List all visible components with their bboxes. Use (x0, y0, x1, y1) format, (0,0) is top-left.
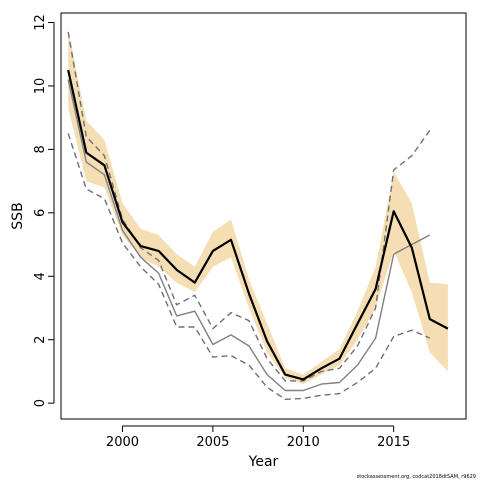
axes-layer: 2000 2005 2010 2015 0 2 4 6 8 10 12 (33, 14, 410, 450)
x-tick-label: 2015 (377, 435, 410, 450)
x-axis-title: Year (248, 454, 279, 470)
y-tick-label: 2 (33, 336, 48, 344)
confidence-band (68, 28, 448, 385)
y-tick-label: 6 (33, 209, 48, 217)
y-axis-title: SSB (10, 202, 26, 229)
retro-estimate-line (67, 79, 431, 392)
confidence-band-layer (68, 28, 448, 385)
plot-frame (60, 12, 467, 420)
y-tick-label: 0 (33, 399, 48, 407)
y-tick-label: 8 (33, 145, 48, 153)
retro-lower-line (67, 133, 431, 400)
retro-upper-line (67, 31, 431, 382)
series-lines-layer (67, 31, 449, 400)
source-footnote: stockassessment.org, codcat2018dtSAM, r9… (357, 474, 476, 480)
y-tick-label: 4 (33, 272, 48, 280)
x-tick-label: 2000 (106, 435, 139, 450)
y-tick-label: 12 (33, 14, 48, 31)
x-tick-label: 2005 (196, 435, 229, 450)
x-tick-label: 2010 (287, 435, 320, 450)
y-tick-label: 10 (33, 78, 48, 95)
estimate-line (67, 69, 449, 381)
